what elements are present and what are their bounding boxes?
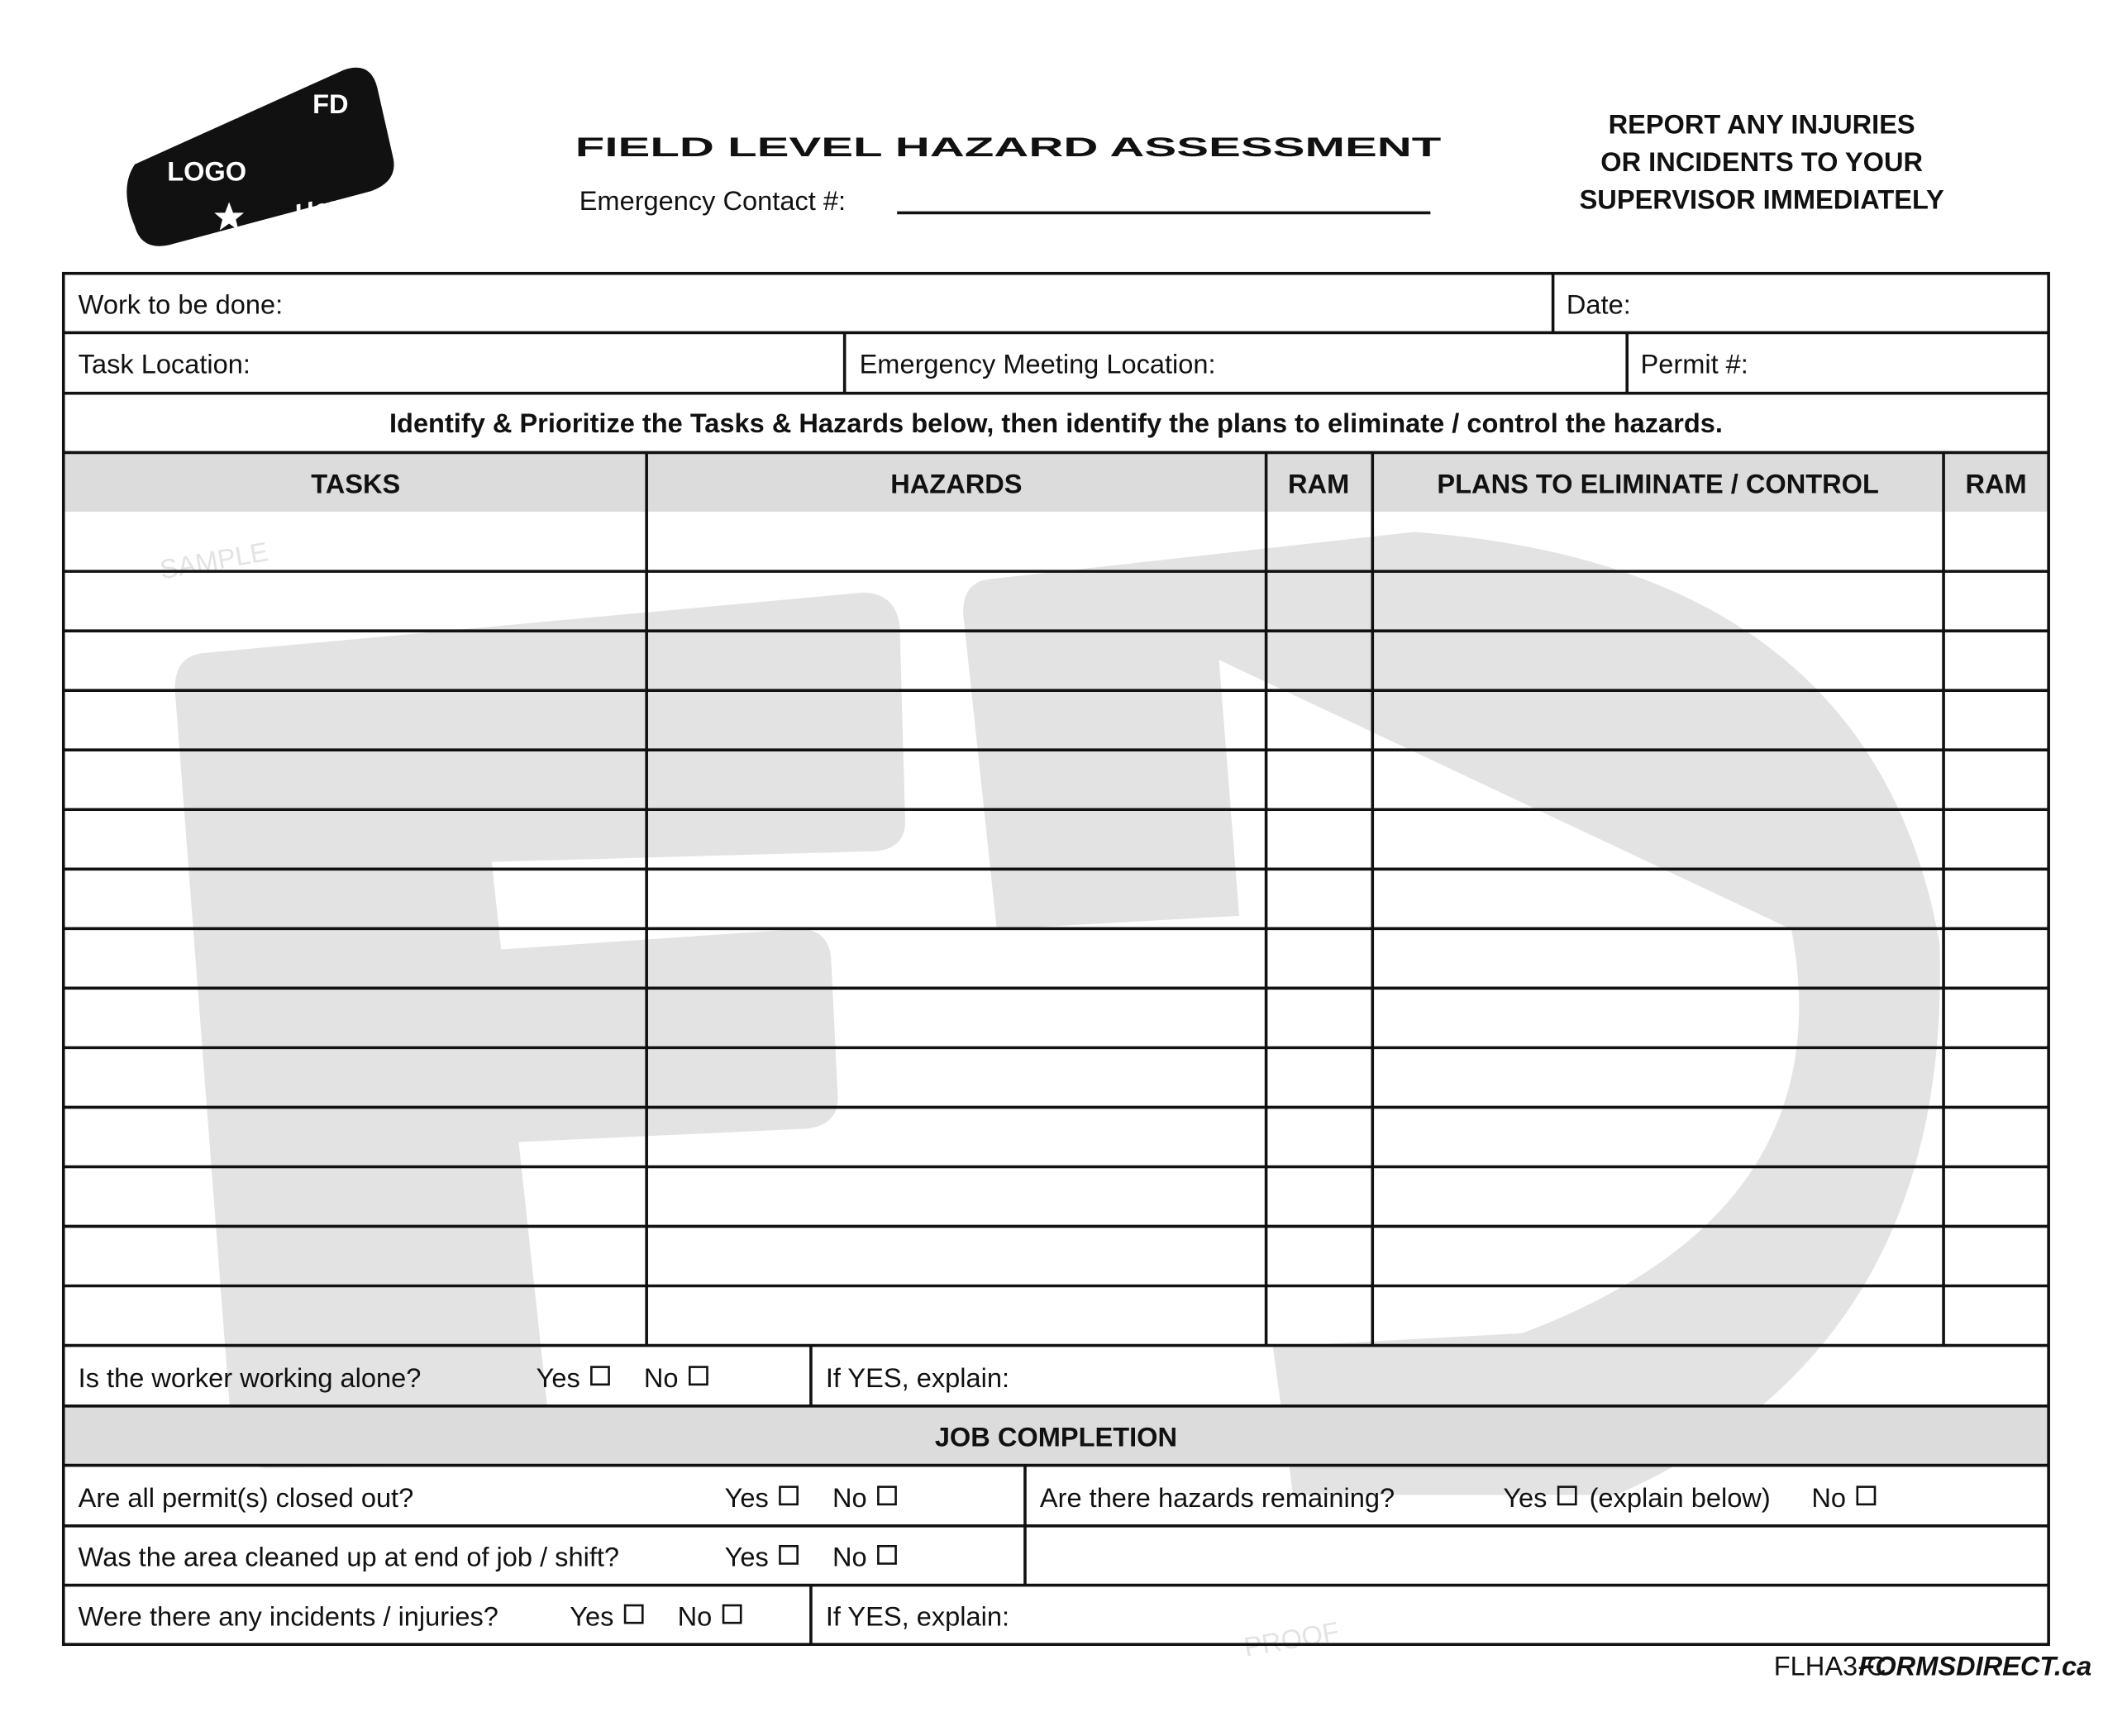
notice-line: SUPERVISOR IMMEDIATELY [1580, 185, 1944, 215]
option-label: Yes [725, 1483, 769, 1513]
emergency-contact: Emergency Contact #: [579, 186, 846, 216]
column-header: TASKS [311, 469, 400, 498]
option-label: Yes [570, 1601, 613, 1631]
checkbox[interactable] [1557, 1486, 1577, 1506]
title: FIELD LEVEL HAZARD ASSESSMENT [575, 132, 1442, 162]
option-label: No [1811, 1483, 1846, 1513]
field-label: If YES, explain: [826, 1363, 1009, 1393]
column-header: PLANS TO ELIMINATE / CONTROL [1437, 469, 1879, 498]
option-label: No [678, 1601, 713, 1631]
watermark-text: PROOF [1242, 1616, 1341, 1662]
option-label: No [644, 1363, 679, 1393]
question: Was the area cleaned up at end of job / … [79, 1543, 619, 1572]
job-completion-bg [63, 1405, 2049, 1466]
logo-main: LOGO [167, 156, 246, 186]
column-header: RAM [1966, 469, 2027, 498]
checkbox[interactable] [1856, 1486, 1877, 1506]
instructions: Identify & Prioritize the Tasks & Hazard… [389, 408, 1723, 438]
option-label: Yes [725, 1543, 769, 1572]
option-note: (explain below) [1590, 1483, 1771, 1513]
field-label: Task Location: [79, 349, 250, 379]
brand: FORMSDIRECT.ca [1858, 1652, 2091, 1681]
column-header: HAZARDS [890, 469, 1022, 498]
table-lines [61, 271, 2050, 1647]
checkbox[interactable] [779, 1486, 799, 1506]
question: Is the worker working alone? [79, 1363, 422, 1393]
column-header: RAM [1288, 469, 1349, 498]
table-border [61, 271, 2050, 1647]
checkbox[interactable] [877, 1486, 897, 1506]
option-label: No [832, 1543, 867, 1572]
watermark-d [963, 532, 1940, 1495]
watermark-text: SAMPLE [158, 537, 270, 584]
logo-fd: FD [312, 89, 348, 119]
field-label: If YES, explain: [826, 1601, 1009, 1631]
section-title: JOB COMPLETION [935, 1423, 1177, 1452]
form-code: FLHA3-C [1774, 1652, 1886, 1681]
option-label: Yes [1503, 1483, 1547, 1513]
question: Are there hazards remaining? [1040, 1483, 1395, 1513]
field-label: Work to be done: [79, 290, 284, 320]
question: Are all permit(s) closed out? [79, 1483, 414, 1513]
checkbox[interactable] [689, 1366, 708, 1386]
checkbox[interactable] [590, 1366, 610, 1386]
field-label: Emergency Meeting Location: [860, 349, 1216, 379]
checkbox[interactable] [779, 1544, 799, 1565]
question: Were there any incidents / injuries? [79, 1601, 498, 1631]
logo: Your LOGO Here FD [126, 67, 394, 246]
option-label: No [832, 1483, 867, 1513]
checkbox[interactable] [877, 1544, 897, 1565]
checkbox[interactable] [722, 1604, 742, 1624]
field-label: Permit #: [1641, 349, 1748, 379]
logo-badge [126, 67, 394, 246]
logo-star [214, 202, 245, 231]
watermark-f [174, 592, 905, 1468]
option-label: Yes [537, 1363, 580, 1393]
checkbox[interactable] [623, 1604, 644, 1624]
column-header-bg [63, 452, 2049, 513]
field-label: Date: [1567, 290, 1631, 320]
notice-line: REPORT ANY INJURIES [1609, 109, 1915, 139]
notice-line: OR INCIDENTS TO YOUR [1600, 147, 1923, 177]
